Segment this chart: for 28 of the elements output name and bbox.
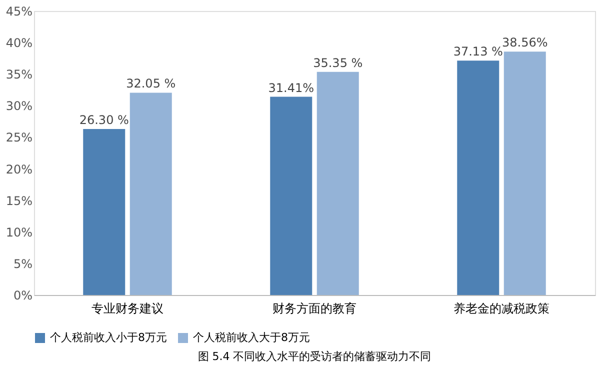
y-tick-label: 35% — [6, 68, 32, 82]
x-tick-label: 专业财务建议 — [92, 302, 164, 316]
data-label: 31.41% — [268, 80, 314, 95]
caption: 图 5.4 不同收入水平的受访者的储蓄驱动力不同 — [198, 350, 432, 363]
legend-label: 个人税前收入大于8万元 — [193, 331, 310, 344]
data-label: 26.30 % — [79, 113, 129, 128]
bar — [130, 92, 172, 295]
bar — [83, 129, 126, 295]
data-label: 38.56% — [502, 36, 548, 50]
y-tick-label: 25% — [6, 130, 32, 145]
x-tick-label: 养老金的减税政策 — [454, 302, 550, 316]
bar — [316, 72, 359, 295]
data-label: 37.13 % — [453, 44, 503, 59]
x-tick-label: 财务方面的教育 — [272, 302, 356, 316]
y-tick-label: 10% — [6, 225, 32, 240]
bar — [457, 60, 500, 295]
bar — [504, 52, 546, 295]
y-tick-label: 45% — [6, 4, 32, 18]
legend-label: 个人税前收入小于8万元 — [50, 331, 167, 344]
y-tick-label: 5% — [13, 256, 32, 271]
y-tick-label: 40% — [6, 36, 32, 50]
y-tick-label: 0% — [13, 288, 32, 302]
y-tick-label: 15% — [6, 194, 32, 208]
data-label: 35.35 % — [313, 56, 363, 70]
y-tick-label: 30% — [6, 99, 32, 114]
data-label: 32.05 % — [126, 76, 176, 91]
y-tick-label: 20% — [6, 162, 32, 176]
bar — [270, 96, 312, 295]
